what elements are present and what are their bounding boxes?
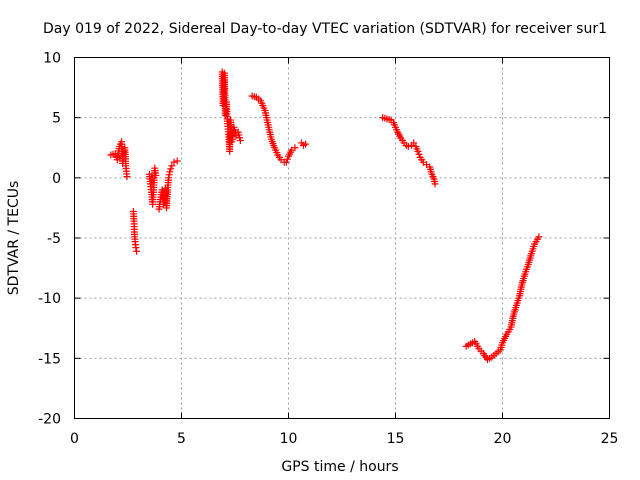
- x-tick-label: 0: [70, 431, 79, 447]
- data-point-marker: [120, 147, 128, 155]
- data-point-marker: [410, 139, 418, 147]
- data-point-marker: [170, 158, 178, 166]
- x-axis-label: GPS time / hours: [281, 459, 398, 475]
- y-axis-label: SDTVAR / TECUs: [6, 181, 22, 296]
- x-tick-label: 15: [387, 431, 405, 447]
- y-tick-label: -5: [47, 231, 61, 247]
- data-point-marker: [123, 173, 131, 181]
- axis-ticks: [74, 57, 610, 419]
- data-point-marker: [167, 165, 175, 173]
- data-point-marker: [166, 168, 174, 176]
- data-point-marker: [173, 157, 181, 165]
- x-tick-label: 10: [280, 431, 298, 447]
- y-tick-label: -10: [38, 291, 61, 307]
- axis-tick-labels: 0 5 10 15 20 25 -20 -15 -10 -5 0 5 10: [38, 51, 618, 448]
- data-points: [107, 68, 543, 364]
- data-point-marker: [302, 140, 310, 148]
- data-point-marker: [133, 247, 141, 255]
- y-tick-label: -20: [38, 412, 61, 428]
- data-point-marker: [535, 233, 543, 241]
- data-point-marker: [291, 144, 299, 152]
- data-point-marker: [414, 147, 422, 155]
- y-tick-label: 5: [52, 111, 61, 127]
- data-point-marker: [415, 150, 423, 158]
- data-point-marker: [283, 155, 291, 163]
- data-point-marker: [168, 162, 176, 170]
- data-point-marker: [282, 158, 290, 166]
- data-point-marker: [236, 137, 244, 145]
- y-tick-label: 10: [43, 51, 61, 67]
- data-point-marker: [404, 143, 412, 151]
- chart-title: Day 019 of 2022, Sidereal Day-to-day VTE…: [43, 21, 607, 37]
- y-tick-label: 0: [52, 171, 61, 187]
- data-point-marker: [152, 171, 160, 179]
- grid-lines: [74, 57, 610, 419]
- y-tick-label: -15: [38, 351, 61, 367]
- x-tick-label: 20: [494, 431, 512, 447]
- data-point-marker: [431, 180, 439, 188]
- data-point-marker: [132, 244, 140, 252]
- x-tick-label: 5: [177, 431, 186, 447]
- x-tick-label: 25: [601, 431, 619, 447]
